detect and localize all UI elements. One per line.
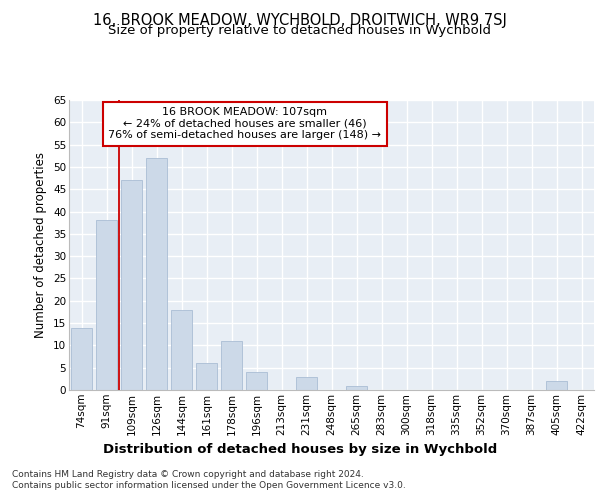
Text: Contains HM Land Registry data © Crown copyright and database right 2024.: Contains HM Land Registry data © Crown c… [12, 470, 364, 479]
Text: Size of property relative to detached houses in Wychbold: Size of property relative to detached ho… [109, 24, 491, 37]
Bar [71, 328, 92, 390]
Bar [346, 386, 367, 390]
Bar [171, 310, 192, 390]
Bar [96, 220, 117, 390]
Y-axis label: Number of detached properties: Number of detached properties [34, 152, 47, 338]
Text: 16, BROOK MEADOW, WYCHBOLD, DROITWICH, WR9 7SJ: 16, BROOK MEADOW, WYCHBOLD, DROITWICH, W… [93, 12, 507, 28]
Bar [546, 381, 567, 390]
Bar [121, 180, 142, 390]
Bar [221, 341, 242, 390]
Text: 16 BROOK MEADOW: 107sqm
← 24% of detached houses are smaller (46)
76% of semi-de: 16 BROOK MEADOW: 107sqm ← 24% of detache… [109, 108, 382, 140]
Bar [146, 158, 167, 390]
Bar [246, 372, 267, 390]
Text: Contains public sector information licensed under the Open Government Licence v3: Contains public sector information licen… [12, 481, 406, 490]
Bar [296, 376, 317, 390]
Text: Distribution of detached houses by size in Wychbold: Distribution of detached houses by size … [103, 442, 497, 456]
Bar [196, 363, 217, 390]
